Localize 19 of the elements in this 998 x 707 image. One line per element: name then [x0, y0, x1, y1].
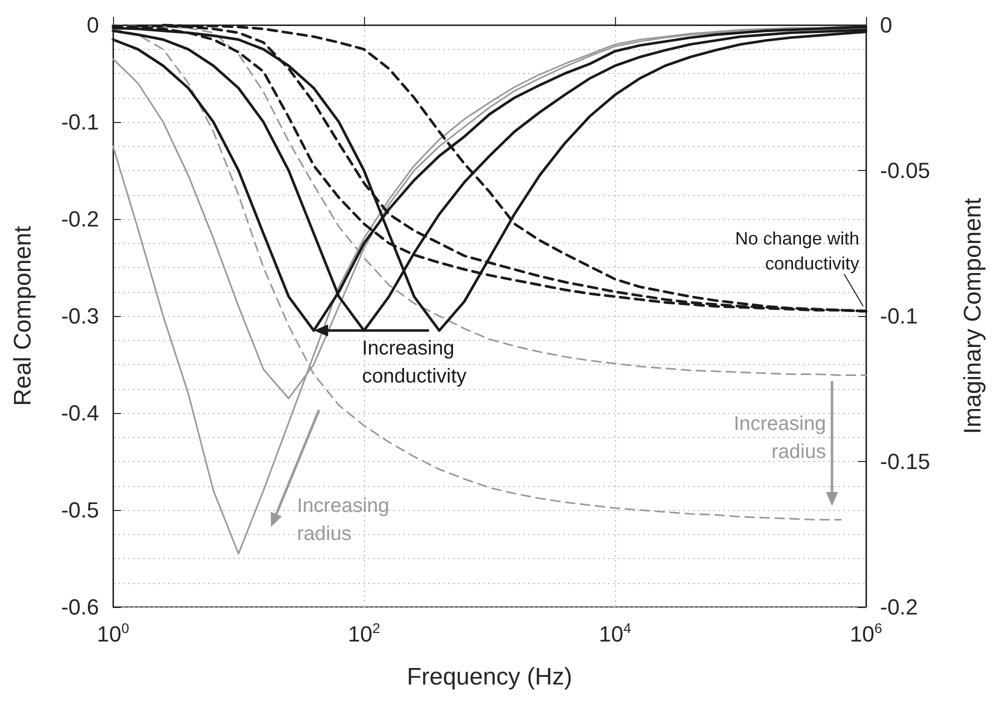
y-tick-label: -0.5: [61, 498, 99, 523]
y2-tick-label: 0: [880, 12, 892, 38]
y-tick-label: -0.3: [61, 304, 99, 329]
annotation: Increasing radius: [297, 495, 390, 545]
annotation: Increasing conductivity: [362, 338, 467, 388]
y2-tick-label: -0.2: [880, 594, 918, 620]
y-tick-label: -0.1: [61, 110, 99, 135]
y-tick-label: -0.6: [61, 594, 99, 620]
y-tick-label: -0.4: [61, 400, 99, 426]
y2-axis-title: Imaginary Component: [960, 198, 986, 434]
y2-tick-label: -0.05: [880, 158, 930, 184]
annotation: No change with conductivity: [735, 228, 860, 274]
y-tick-label: -0.2: [61, 206, 99, 232]
annotation: Increasing radius: [734, 413, 826, 463]
y2-tick-label: -0.15: [880, 449, 930, 474]
y2-tick-label: -0.1: [880, 304, 918, 329]
y-tick-label: 0: [86, 12, 99, 38]
x-axis-title: Frequency (Hz): [406, 664, 572, 690]
y-axis-title: Real Component: [10, 226, 36, 406]
